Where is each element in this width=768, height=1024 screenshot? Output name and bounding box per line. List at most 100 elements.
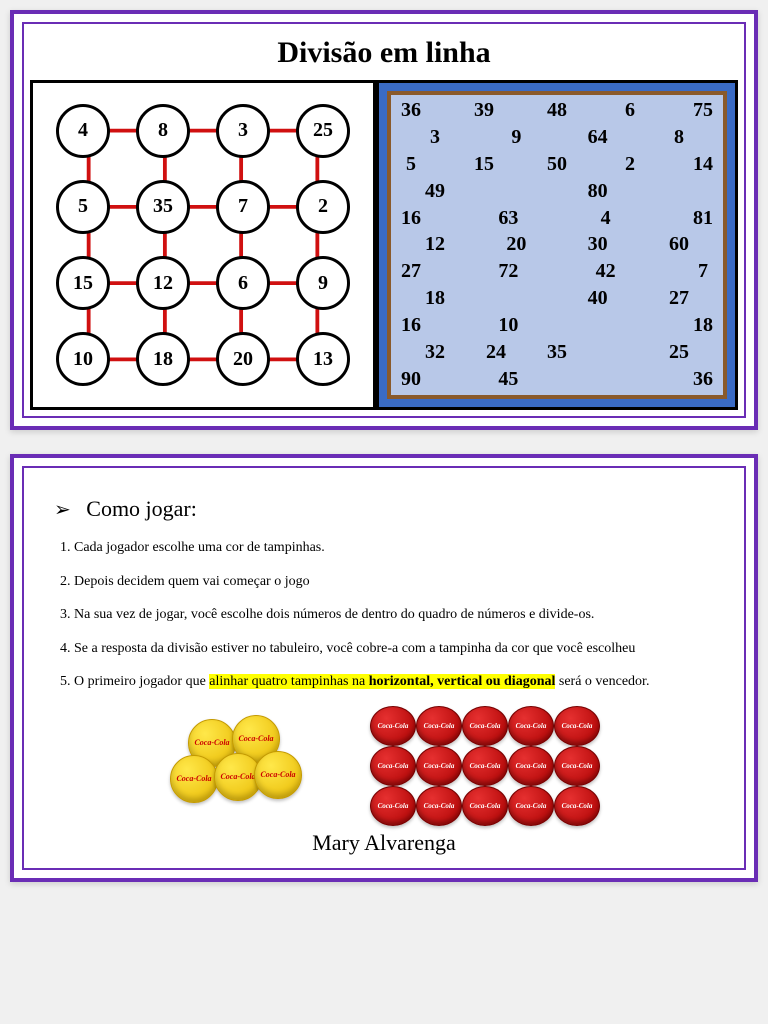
number-cell: 5	[397, 153, 425, 176]
step-item: Na sua vez de jogar, você escolhe dois n…	[74, 605, 714, 625]
step-item: Cada jogador escolhe uma cor de tampinha…	[74, 538, 714, 558]
number-cell: 27	[397, 260, 425, 283]
number-cell: 90	[397, 368, 425, 391]
number-cell: 4	[592, 207, 620, 230]
numbers-grid: 3639486753964851550214498016634811220306…	[387, 91, 727, 399]
card-inner: ➢ Como jogar: Cada jogador escolhe uma c…	[22, 466, 746, 870]
card-inner: Divisão em linha 483255357215126910	[22, 22, 746, 418]
bottle-cap-icon: Coca-Cola	[462, 706, 508, 746]
number-cell: 39	[470, 99, 498, 122]
number-cell: 35	[543, 341, 571, 364]
number-cell	[604, 341, 632, 364]
number-row: 5 15 50 2 14	[397, 153, 717, 176]
bottle-cap-icon: Coca-Cola	[462, 786, 508, 826]
number-cell: 36	[689, 368, 717, 391]
bottle-cap-icon: Coca-Cola	[554, 746, 600, 786]
number-cell	[592, 368, 620, 391]
board-node: 20	[216, 332, 270, 386]
number-cell: 80	[584, 180, 612, 203]
step-item: O primeiro jogador que alinhar quatro ta…	[74, 672, 714, 692]
number-cell: 9	[502, 126, 530, 149]
board-node: 9	[296, 256, 350, 310]
board-node: 18	[136, 332, 190, 386]
bottle-cap-icon: Coca-Cola	[370, 746, 416, 786]
number-cell: 10	[494, 314, 522, 337]
board-node: 3	[216, 104, 270, 158]
game-row: 483255357215126910182013 363948675396485…	[30, 80, 738, 410]
author-name: Mary Alvarenga	[54, 830, 714, 856]
board-node: 8	[136, 104, 190, 158]
instructions: ➢ Como jogar: Cada jogador escolhe uma c…	[30, 474, 738, 862]
board-node: 25	[296, 104, 350, 158]
board-node: 4	[56, 104, 110, 158]
bottle-cap-icon: Coca-Cola	[554, 706, 600, 746]
number-cell: 20	[502, 233, 530, 256]
number-cell: 49	[421, 180, 449, 203]
number-cell: 75	[689, 99, 717, 122]
board-node: 15	[56, 256, 110, 310]
number-cell: 36	[397, 99, 425, 122]
steps-list: Cada jogador escolhe uma cor de tampinha…	[54, 538, 714, 692]
number-cell: 15	[470, 153, 498, 176]
number-cell: 64	[584, 126, 612, 149]
board-node: 7	[216, 180, 270, 234]
board-node: 12	[136, 256, 190, 310]
yellow-caps: Coca-Cola Coca-Cola Coca-Cola Coca-Cola …	[170, 715, 300, 815]
number-cell	[502, 180, 530, 203]
game-title: Divisão em linha	[30, 36, 738, 70]
number-cell: 27	[665, 287, 693, 310]
board-node: 2	[296, 180, 350, 234]
instructions-heading: ➢ Como jogar:	[54, 496, 714, 522]
number-row: 49 80	[397, 180, 717, 203]
number-cell: 25	[665, 341, 693, 364]
number-cell: 32	[421, 341, 449, 364]
number-row: 12 20 30 60	[397, 233, 717, 256]
board-node: 35	[136, 180, 190, 234]
game-card: Divisão em linha 483255357215126910	[10, 10, 758, 430]
step-item: Depois decidem quem vai começar o jogo	[74, 572, 714, 592]
number-cell: 45	[494, 368, 522, 391]
number-cell: 60	[665, 233, 693, 256]
number-row: 27 72 42 7	[397, 260, 717, 283]
number-cell: 30	[584, 233, 612, 256]
number-cell: 2	[616, 153, 644, 176]
heading-text: Como jogar:	[86, 496, 197, 521]
number-cell	[665, 180, 693, 203]
bottle-cap-icon: Coca-Cola	[416, 706, 462, 746]
number-cell: 18	[421, 287, 449, 310]
game-board: 483 25 5 35 72 15 12 69 10 18 20 13	[30, 80, 376, 410]
board-node: 10	[56, 332, 110, 386]
number-row: 184027	[397, 287, 717, 310]
bottle-cap-icon: Coca-Cola	[254, 751, 302, 799]
number-cell: 7	[689, 260, 717, 283]
board-node: 5	[56, 180, 110, 234]
board-node: 6	[216, 256, 270, 310]
number-cell: 63	[494, 207, 522, 230]
number-cell: 24	[482, 341, 510, 364]
number-cell: 42	[592, 260, 620, 283]
number-cell: 14	[689, 153, 717, 176]
bottle-cap-icon: Coca-Cola	[416, 746, 462, 786]
number-row: 161018	[397, 314, 717, 337]
number-cell: 12	[421, 233, 449, 256]
number-cell: 16	[397, 314, 425, 337]
number-cell: 16	[397, 207, 425, 230]
bottle-cap-icon: Coca-Cola	[170, 755, 218, 803]
number-cell: 48	[543, 99, 571, 122]
board-node: 13	[296, 332, 350, 386]
number-cell	[592, 314, 620, 337]
bottle-cap-icon: Coca-Cola	[508, 746, 554, 786]
number-cell: 3	[421, 126, 449, 149]
number-cell: 81	[689, 207, 717, 230]
instructions-card: ➢ Como jogar: Cada jogador escolhe uma c…	[10, 454, 758, 882]
bottle-cap-icon: Coca-Cola	[462, 746, 508, 786]
numbers-panel: 3639486753964851550214498016634811220306…	[376, 80, 738, 410]
step-item: Se a resposta da divisão estiver no tabu…	[74, 639, 714, 659]
caps-row: Coca-Cola Coca-Cola Coca-Cola Coca-Cola …	[54, 706, 714, 824]
number-cell: 72	[494, 260, 522, 283]
number-row: 90 45 36	[397, 368, 717, 391]
number-cell: 50	[543, 153, 571, 176]
number-cell: 8	[665, 126, 693, 149]
number-cell	[502, 287, 530, 310]
bottle-cap-icon: Coca-Cola	[370, 706, 416, 746]
